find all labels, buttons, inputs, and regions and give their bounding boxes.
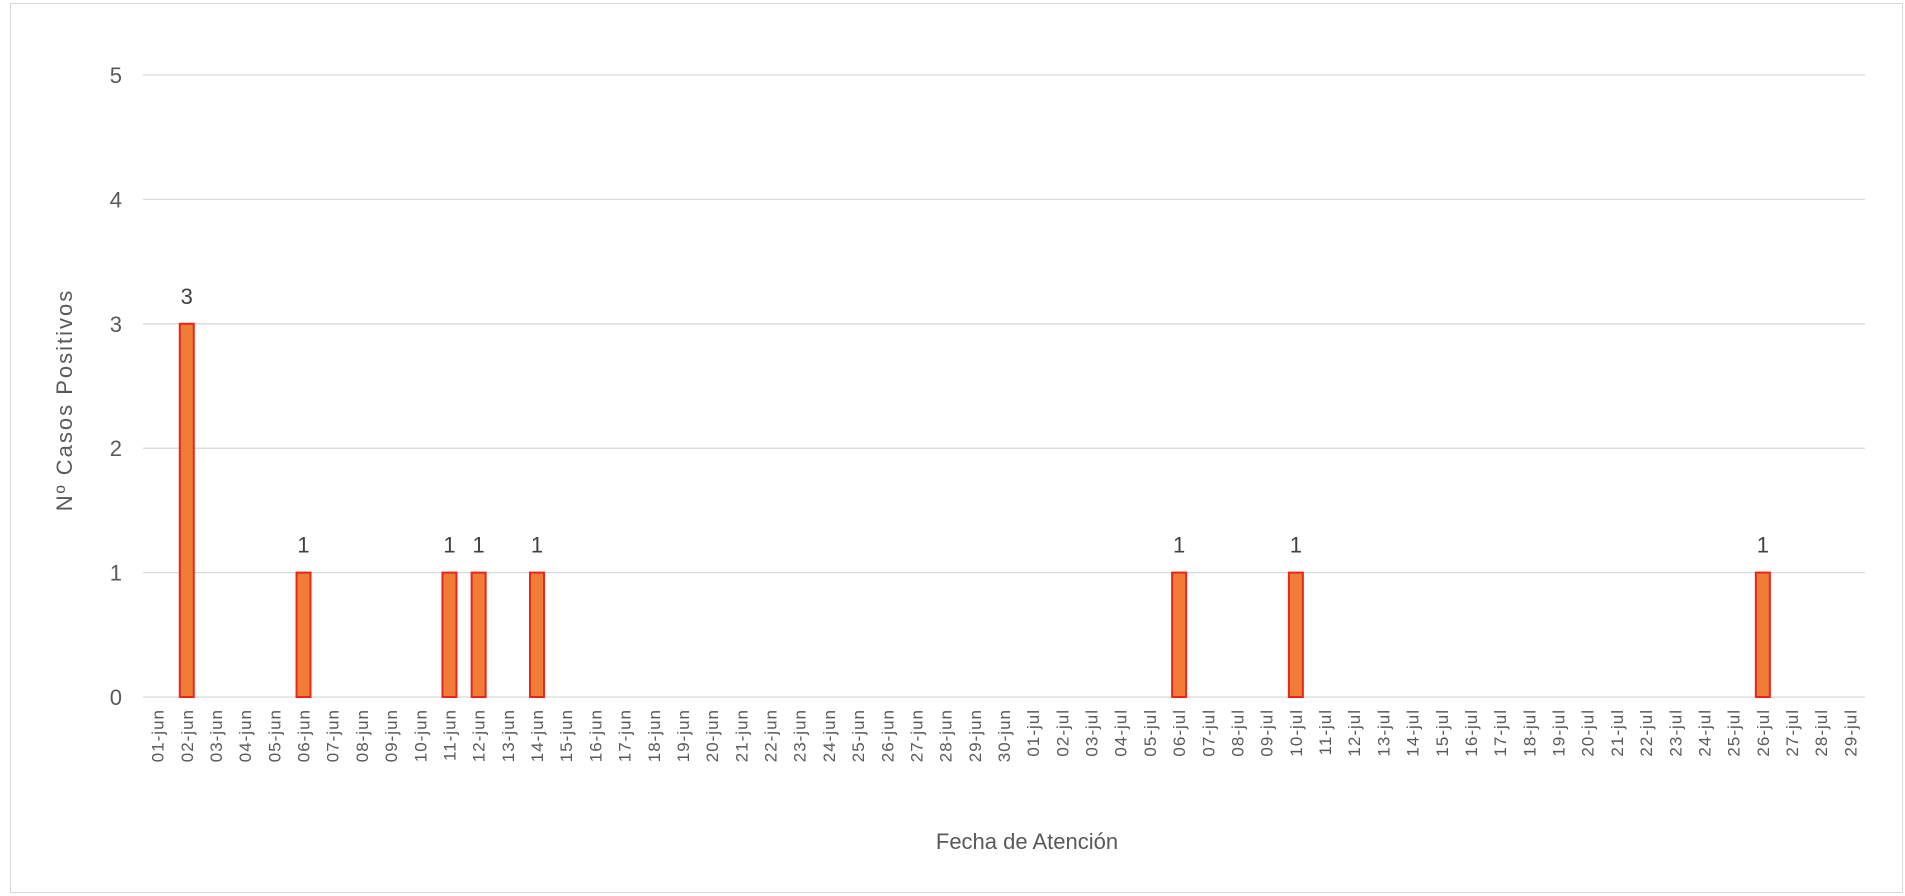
- bar-12-jun: [470, 571, 487, 698]
- x-tick-label: 15-jul: [1433, 709, 1452, 757]
- data-label-02-jun: 3: [181, 284, 193, 309]
- y-tick-label: 1: [110, 561, 122, 586]
- y-tick-label: 3: [110, 312, 122, 337]
- bar-14-jun: [529, 571, 546, 698]
- bar-06-jun: [295, 571, 312, 698]
- x-tick-label: 27-jun: [907, 709, 926, 762]
- x-tick-label: 13-jun: [499, 709, 518, 762]
- x-tick-label: 15-jun: [557, 709, 576, 762]
- x-tick-label: 07-jun: [324, 709, 343, 762]
- data-label-11-jun: 1: [443, 533, 455, 558]
- bar-02-jun: [178, 322, 195, 698]
- x-tick-label: 17-jul: [1491, 709, 1510, 757]
- x-tick-label: 06-jun: [295, 709, 314, 762]
- x-tick-label: 22-jun: [762, 709, 781, 762]
- x-tick-label: 12-jun: [470, 709, 489, 762]
- x-tick-label: 26-jun: [878, 709, 897, 762]
- x-tick-label: 26-jul: [1754, 709, 1773, 757]
- x-tick-label: 18-jul: [1520, 709, 1539, 757]
- x-tick-label: 01-jun: [149, 709, 168, 762]
- x-tick-label: 10-jun: [411, 709, 430, 762]
- x-tick-label: 25-jul: [1725, 709, 1744, 757]
- x-tick-label: 27-jul: [1783, 709, 1802, 757]
- bar-11-jun: [441, 571, 458, 698]
- data-label-06-jul: 1: [1173, 533, 1185, 558]
- y-axis-title: Nº Casos Positivos: [52, 289, 77, 512]
- x-tick-label: 30-jun: [995, 709, 1014, 762]
- x-tick-label: 20-jul: [1579, 709, 1598, 757]
- x-tick-label: 05-jun: [265, 709, 284, 762]
- x-tick-label: 03-jul: [1083, 709, 1102, 757]
- x-tick-label: 19-jun: [674, 709, 693, 762]
- x-tick-label: 16-jun: [586, 709, 605, 762]
- x-tick-label: 13-jul: [1374, 709, 1393, 757]
- data-label-10-jul: 1: [1290, 533, 1302, 558]
- x-tick-label: 24-jul: [1695, 709, 1714, 757]
- x-tick-label: 11-jun: [440, 709, 459, 761]
- x-tick-label: 19-jul: [1550, 709, 1569, 757]
- bar-10-jul: [1287, 571, 1304, 698]
- x-tick-label: 07-jul: [1199, 709, 1218, 757]
- x-tick-label: 24-jun: [820, 709, 839, 762]
- x-tick-label: 21-jun: [732, 709, 751, 762]
- gridlines: [143, 74, 1865, 698]
- x-tick-label: 08-jul: [1228, 709, 1247, 757]
- data-label-12-jun: 1: [473, 533, 485, 558]
- x-tick-label: 17-jun: [616, 709, 635, 762]
- x-tick-label: 11-jul: [1316, 709, 1335, 755]
- y-axis-ticks: 0 1 2 3 4 5: [110, 63, 122, 710]
- x-tick-label: 22-jul: [1637, 709, 1656, 757]
- data-label-26-jul: 1: [1757, 533, 1769, 558]
- x-tick-label: 29-jul: [1841, 709, 1860, 757]
- bars: [178, 322, 1771, 698]
- x-axis-title: Fecha de Atención: [936, 829, 1118, 854]
- x-tick-label: 12-jul: [1345, 709, 1364, 757]
- x-tick-label: 04-jul: [1112, 709, 1131, 757]
- y-tick-label: 0: [110, 685, 122, 710]
- x-tick-label: 16-jul: [1462, 709, 1481, 757]
- bar-06-jul: [1171, 571, 1188, 698]
- x-tick-label: 25-jun: [849, 709, 868, 762]
- x-tick-label: 09-jul: [1258, 709, 1277, 757]
- x-tick-label: 14-jun: [528, 709, 547, 762]
- x-tick-label: 23-jul: [1666, 709, 1685, 757]
- x-tick-label: 18-jun: [645, 709, 664, 762]
- x-axis-ticks: 01-jun 02-jun 03-jun 04-jun 05-jun 06-jun 07-j…: [149, 709, 1861, 762]
- y-tick-label: 4: [110, 187, 122, 212]
- x-tick-label: 28-jul: [1812, 709, 1831, 757]
- y-tick-label: 2: [110, 436, 122, 461]
- x-tick-label: 06-jul: [1170, 709, 1189, 757]
- data-labels: 31 1 1 1 1 1 1: [181, 284, 1769, 558]
- x-tick-label: 29-jun: [966, 709, 985, 762]
- x-tick-label: 05-jul: [1141, 709, 1160, 757]
- data-label-14-jun: 1: [531, 533, 543, 558]
- x-tick-label: 03-jun: [207, 709, 226, 762]
- x-tick-label: 10-jul: [1287, 709, 1306, 757]
- x-tick-label: 21-jul: [1608, 709, 1627, 757]
- x-tick-label: 09-jun: [382, 709, 401, 762]
- x-tick-label: 02-jun: [178, 709, 197, 762]
- x-tick-label: 04-jun: [236, 709, 255, 762]
- x-tick-label: 23-jun: [791, 709, 810, 762]
- x-tick-label: 28-jun: [937, 709, 956, 762]
- x-tick-label: 01-jul: [1024, 709, 1043, 757]
- x-tick-label: 20-jun: [703, 709, 722, 762]
- x-tick-label: 02-jul: [1053, 709, 1072, 757]
- y-tick-label: 5: [110, 63, 122, 88]
- data-label-06-jun: 1: [297, 533, 309, 558]
- bar-26-jul: [1754, 571, 1771, 698]
- x-tick-label: 14-jul: [1404, 709, 1423, 757]
- x-tick-label: 08-jun: [353, 709, 372, 762]
